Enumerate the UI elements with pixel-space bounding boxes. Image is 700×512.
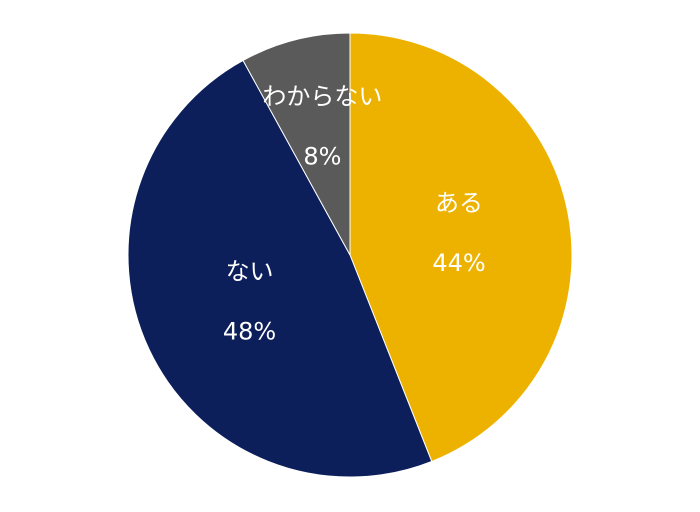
pie-slice <box>242 32 351 256</box>
slice-value-label: 8% <box>303 142 341 170</box>
slice-category-label: わからない <box>262 82 382 110</box>
slice-category-label: ある <box>435 189 483 217</box>
pie-slice <box>349 32 573 463</box>
slice-value-label: 44% <box>432 249 485 277</box>
pie-slice <box>127 59 433 478</box>
slice-value-label: 48% <box>223 317 276 345</box>
slice-category-label: ない <box>226 257 274 285</box>
